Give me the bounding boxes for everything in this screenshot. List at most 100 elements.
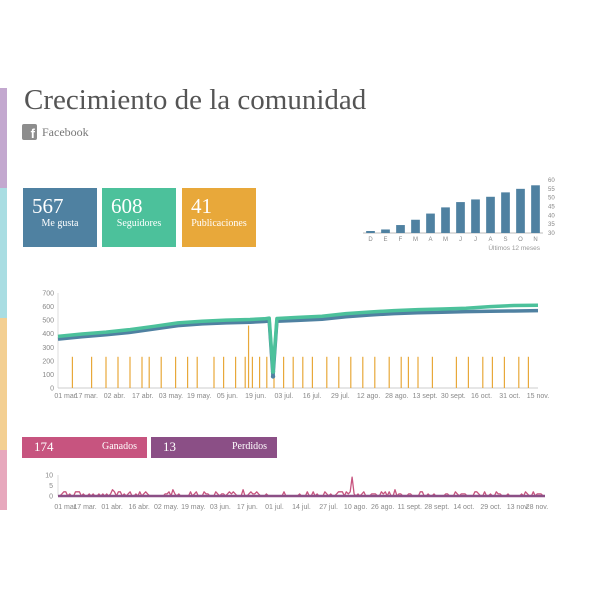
main-x-tick: 13 sept. [413,393,438,400]
gl-x-tick: 16 abr. [128,504,149,511]
month-label: J [474,237,477,243]
main-x-tick: 05 jun. [217,393,238,400]
gl-x-tick: 14 jul. [292,504,311,511]
main-x-tick: 16 oct. [471,393,492,400]
stat-likes-value: 567 [32,194,64,218]
month-bar [531,185,540,233]
main-y-tick: 300 [42,345,54,352]
gained-value: 174 [34,439,54,454]
dip-marker [270,374,276,379]
gl-x-tick: 27 jul. [319,504,338,511]
lost-pill: 13 Perdidos [151,437,277,458]
gl-x-tick: 28 nov. [526,504,548,511]
main-x-tick: 30 sept. [441,393,466,400]
network-label: Facebook [42,124,89,139]
month-label: J [459,237,462,243]
month-label: O [518,237,523,243]
sidebar-stripe-3 [0,318,7,450]
gl-x-tick: 17 mar. [73,504,96,511]
facebook-icon: f [22,124,37,140]
main-x-tick: 29 jul. [331,393,350,400]
gl-x-tick: 02 may. [154,504,178,511]
gl-y-tick: 10 [45,473,53,480]
month-bar [486,196,495,233]
stat-likes-label: Me gusta [41,218,79,229]
gl-x-tick: 11 sept. [398,504,422,511]
main-x-tick: 12 ago. [357,393,380,400]
month-bar [441,207,450,233]
main-y-tick: 100 [42,372,54,379]
main-x-tick: 28 ago. [385,393,408,400]
gl-x-tick: 13 nov. [507,504,529,511]
bar-y-tick: 500 [548,196,555,202]
gl-x-tick: 19 may. [181,504,205,511]
main-x-tick: 01 mar. [54,393,77,400]
series-line [57,303,539,374]
month-bar [396,225,405,233]
gl-x-tick: 17 jun. [237,504,258,511]
month-label: A [488,237,492,243]
main-x-tick: 19 may. [187,393,211,400]
month-label: F [399,237,403,243]
monthly-bar-chart: D E F M A M J J A S O N 300 350 400 450 500 550 600 Últimos… [363,178,555,252]
stat-posts-label: Publicaciones [191,218,247,229]
bar-y-tick: 450 [548,205,555,211]
main-x-tick: 31 oct. [499,393,520,400]
gained-pill: 174 Ganados [22,437,147,458]
gl-x-tick: 29 oct. [480,504,501,511]
bar-y-tick: 400 [548,213,555,219]
network-selector[interactable]: f Facebook [22,124,89,140]
bar-y-tick: 600 [548,178,555,184]
gl-x-tick: 10 ago. [344,504,367,511]
main-y-tick: 400 [42,331,54,338]
sidebar-stripe-2 [0,188,7,318]
main-x-tick: 03 jul. [275,393,294,400]
stat-followers-value: 608 [111,194,143,218]
sidebar-stripe-4 [0,450,7,510]
gl-y-tick: 0 [49,494,53,501]
month-bar [411,219,420,233]
gained-line [58,476,545,497]
bar-y-tick: 350 [548,222,555,228]
bar-y-tick: 550 [548,187,555,193]
month-label: E [383,237,387,243]
main-y-tick: 700 [42,291,54,298]
month-label: S [503,237,507,243]
page-title: Crecimiento de la comunidad [24,84,367,116]
lost-label: Perdidos [232,441,267,452]
lost-value: 13 [163,439,176,454]
stat-followers-label: Seguidores [116,218,162,229]
gl-x-tick: 28 sept. [424,504,449,511]
main-x-tick: 02 abr. [104,393,125,400]
main-y-tick: 500 [42,318,54,325]
main-y-tick: 200 [42,358,54,365]
month-label: M [413,237,418,243]
month-bar [471,199,480,233]
month-bar [501,192,510,233]
month-label: N [533,237,537,243]
dip-marker [270,369,276,374]
month-label: M [443,237,448,243]
main-y-tick: 0 [50,386,54,393]
month-bar [516,188,525,233]
gl-x-tick: 26 ago. [371,504,394,511]
bar-caption: Últimos 12 meses [488,243,540,252]
gl-x-tick: 01 mar. [54,504,77,511]
main-x-tick: 03 may. [159,393,183,400]
stat-followers: 608 Seguidores [102,188,176,247]
gl-x-tick: 01 jul. [265,504,284,511]
gl-x-tick: 01 abr. [101,504,122,511]
month-bar [456,202,465,233]
month-bar [381,229,390,233]
main-x-tick: 17 mar. [75,393,98,400]
stat-posts: 41 Publicaciones [182,188,256,247]
month-bar [426,213,435,233]
gl-x-tick: 03 jun. [210,504,231,511]
stat-posts-value: 41 [191,194,212,218]
month-label: D [368,237,373,243]
gained-label: Ganados [102,441,137,452]
growth-line-chart: 0 100 200 300 400 500 600 700 01 mar.17 mar. 02 a… [42,291,549,401]
sidebar-stripe-1 [0,88,7,188]
main-x-tick: 15 nov. [527,393,549,400]
